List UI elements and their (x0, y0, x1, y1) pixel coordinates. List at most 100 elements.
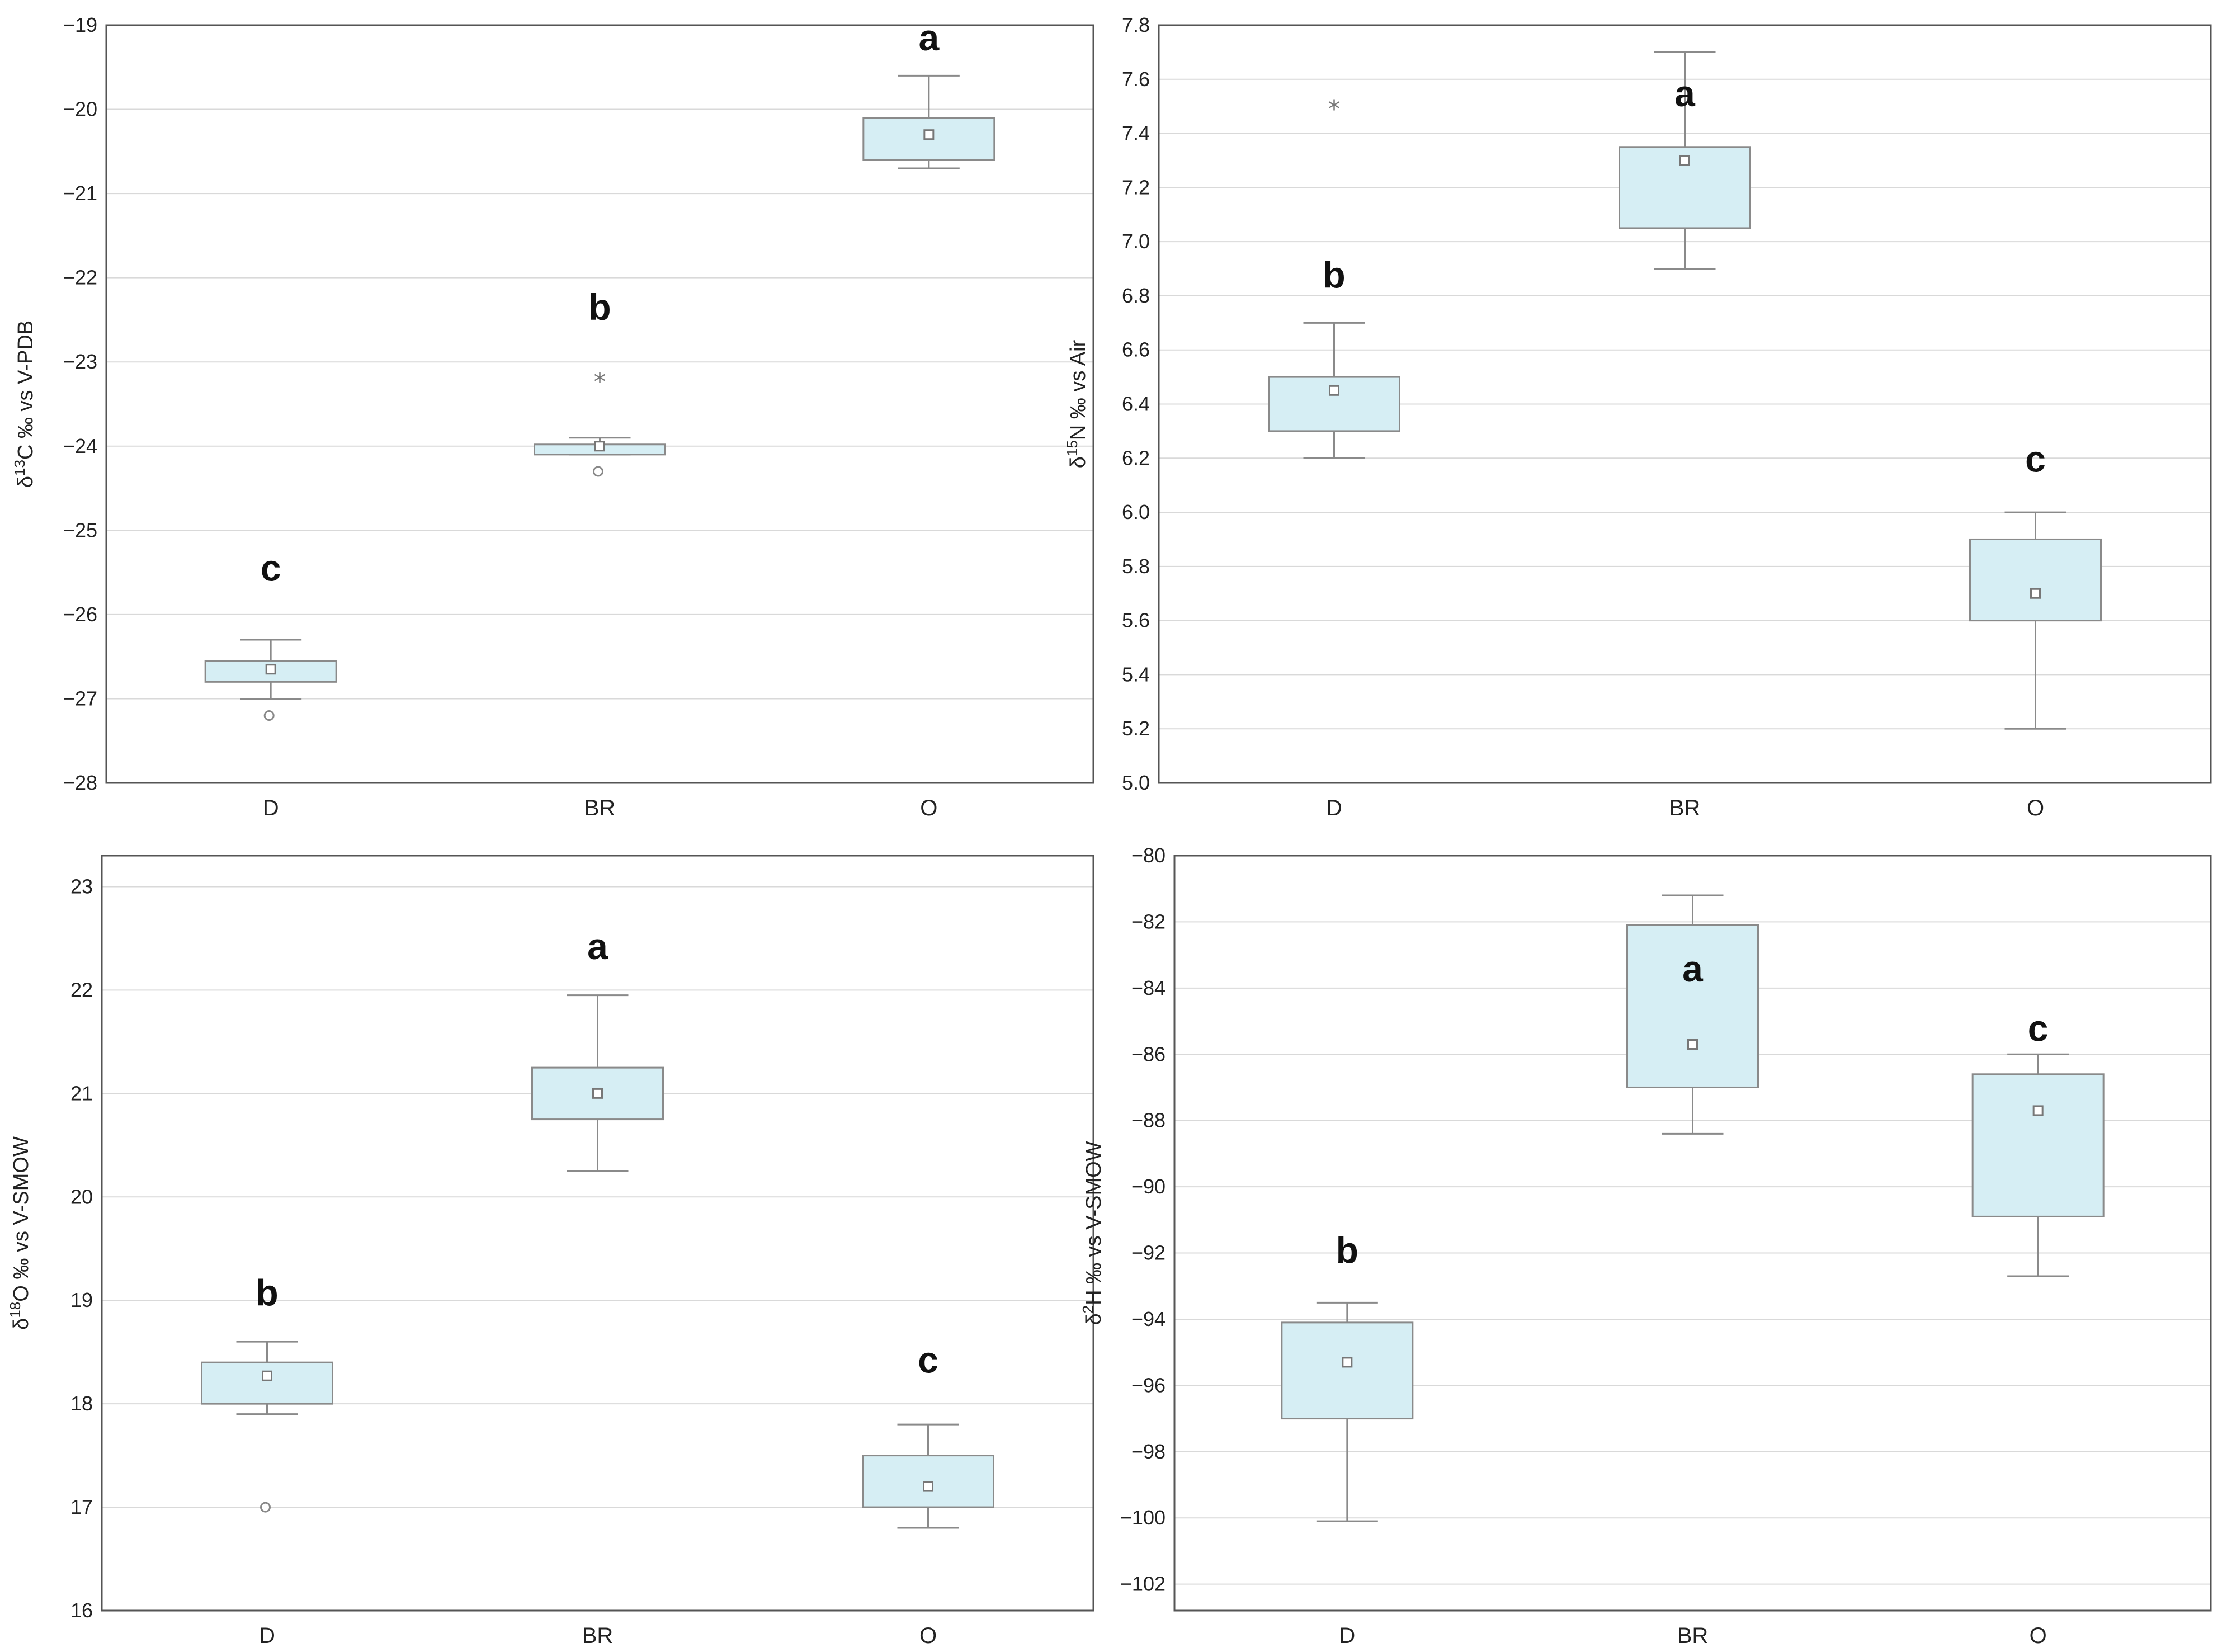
y-tick-label: −21 (63, 182, 97, 205)
y-tick-label: 20 (70, 1185, 93, 1208)
x-tick-label: O (2030, 1623, 2047, 1648)
box-D: *b (1268, 95, 1400, 459)
median-marker (923, 1481, 933, 1492)
y-tick-label: 21 (70, 1082, 93, 1105)
y-tick-label: 23 (70, 875, 93, 898)
significance-letter: c (261, 547, 281, 589)
y-tick-label: −100 (1120, 1506, 1166, 1529)
iqr-box (1268, 376, 1400, 432)
y-axis-title-prefix: δ (1082, 1313, 1106, 1325)
y-tick-label: 5.2 (1122, 717, 1150, 740)
x-tick-label: O (2027, 796, 2044, 820)
extreme-point: * (594, 367, 606, 396)
iqr-box (1969, 538, 2102, 622)
box-D: b (1281, 1229, 1414, 1522)
y-tick-label: −25 (63, 518, 97, 541)
y-tick-label: 7.8 (1122, 13, 1150, 36)
y-tick-label: 7.4 (1122, 122, 1150, 145)
significance-letter: b (256, 1272, 278, 1313)
y-tick-label: −80 (1131, 844, 1166, 867)
box-BR: *b (534, 286, 666, 477)
y-tick-label: −94 (1131, 1308, 1166, 1330)
median-marker (1342, 1357, 1353, 1368)
significance-letter: b (588, 286, 611, 328)
significance-letter: a (1682, 948, 1704, 989)
median-marker (2032, 1105, 2044, 1116)
y-tick-label: 6.8 (1122, 284, 1150, 307)
box-BR: a (1619, 51, 1751, 270)
y-tick-label: −92 (1131, 1242, 1166, 1264)
significance-letter: c (2028, 1008, 2049, 1049)
x-tick-label: BR (1677, 1623, 1709, 1648)
significance-letter: b (1323, 254, 1345, 295)
significance-letter: c (918, 1339, 938, 1381)
x-tick-label: BR (582, 1623, 614, 1648)
y-tick-label: 22 (70, 978, 93, 1001)
median-marker (592, 1088, 603, 1099)
median-marker (265, 664, 276, 675)
y-tick-label: 6.2 (1122, 446, 1150, 469)
x-tick-label: O (920, 796, 937, 820)
y-axis-title-text: C ‰ vs V-PDB (14, 320, 37, 460)
plot-frame (1158, 24, 2212, 784)
iqr-box (1626, 924, 1759, 1088)
y-tick-label: −90 (1131, 1175, 1166, 1198)
box-O: c (1969, 438, 2102, 730)
box-O: c (862, 1339, 994, 1529)
y-tick-label: −27 (63, 687, 97, 710)
y-tick-label: −96 (1131, 1373, 1166, 1396)
median-marker (2030, 588, 2041, 599)
iqr-box (1281, 1321, 1414, 1420)
x-tick-label: D (1339, 1623, 1355, 1648)
x-tick-label: O (919, 1623, 937, 1648)
outlier-point (260, 1502, 271, 1513)
significance-letter: b (1336, 1229, 1358, 1271)
median-marker (923, 129, 935, 140)
significance-letter: a (1674, 73, 1696, 114)
y-tick-label: 6.4 (1122, 393, 1150, 416)
iqr-box (201, 1361, 333, 1405)
y-axis-title: δ2H ‰ vs V-SMOW (1079, 1141, 1106, 1325)
y-axis-title-text: H ‰ vs V-SMOW (1082, 1141, 1106, 1305)
x-tick-label: BR (1669, 796, 1701, 820)
outlier-point (263, 710, 275, 721)
y-axis-title: δ13C ‰ vs V-PDB (11, 320, 37, 488)
y-axis-title-superscript: 2 (1079, 1305, 1096, 1313)
x-tick-label: D (1326, 796, 1342, 820)
y-tick-label: −23 (63, 350, 97, 373)
y-tick-label: −86 (1131, 1042, 1166, 1065)
x-tick-label: BR (584, 796, 616, 820)
plot-frame (1173, 855, 2212, 1612)
plot-frame (105, 24, 1094, 784)
significance-letter: a (587, 926, 608, 967)
y-tick-label: −19 (63, 13, 97, 36)
y-tick-label: 5.4 (1122, 663, 1150, 686)
y-tick-label: 16 (70, 1599, 93, 1622)
y-tick-label: 5.0 (1122, 771, 1150, 794)
y-tick-label: −102 (1120, 1573, 1166, 1596)
y-tick-label: −26 (63, 603, 97, 626)
panel-d2h: −102 −100 −98 −96 −94 −92 −90 −88 −86 −84 −82 −80 D B… (1079, 844, 2212, 1648)
box-O: c (1971, 1008, 2105, 1277)
median-marker (1329, 385, 1339, 396)
extreme-point: * (1328, 95, 1341, 124)
y-axis-title-text: O ‰ vs V-SMOW (10, 1136, 33, 1302)
y-axis-title-superscript: 15 (1064, 440, 1080, 456)
y-tick-label: 5.6 (1122, 609, 1150, 632)
box-O: a (862, 17, 995, 169)
y-tick-label: −28 (63, 771, 97, 794)
plot-frame (101, 855, 1094, 1612)
y-tick-label: 7.2 (1122, 176, 1150, 199)
y-axis-title-superscript: 18 (7, 1302, 23, 1318)
x-tick-label: D (263, 796, 279, 820)
y-tick-label: 17 (70, 1495, 93, 1518)
median-marker (1687, 1039, 1698, 1050)
y-tick-label: 7.0 (1122, 230, 1150, 253)
y-tick-label: −82 (1131, 910, 1166, 933)
significance-letter: a (918, 17, 940, 58)
y-axis-title-prefix: δ (14, 476, 37, 488)
y-axis-title-text: N ‰ vs Air (1067, 339, 1090, 440)
